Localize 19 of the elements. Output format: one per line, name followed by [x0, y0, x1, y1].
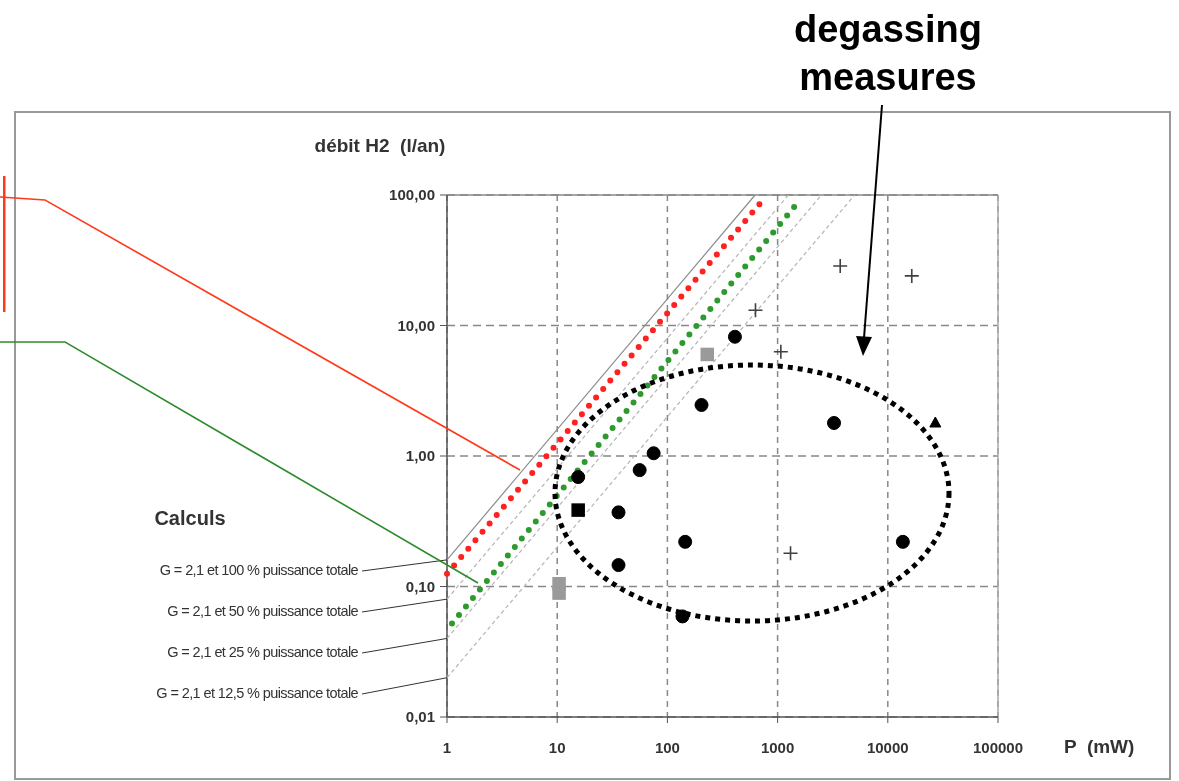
- text: Calculs: [154, 507, 226, 529]
- x-axis-title: P (mW): [1064, 736, 1135, 757]
- text: G = 2,1 et 25 % puissance totale: [167, 644, 359, 660]
- text: G = 2,1 et 12,5 % puissance totale: [156, 685, 359, 701]
- text: G = 2,1 et 100 % puissance totale: [159, 562, 359, 578]
- y-tick-label: 1,00: [405, 447, 435, 465]
- x-tick-label: 100000: [972, 739, 1024, 756]
- y-tick-label: 100,00: [389, 186, 435, 204]
- x-tick-label: 10: [548, 739, 566, 756]
- x-tick-label: 10000: [866, 739, 909, 756]
- text: G = 2,1 et 50 % puissance totale: [167, 603, 359, 619]
- x-tick-label: 1: [442, 739, 452, 756]
- y-axis-title: débit H2 (l/an): [314, 135, 446, 156]
- x-tick-label: 100: [654, 739, 680, 756]
- y-tick-label: 0,10: [405, 577, 435, 595]
- text: degassing measures: [794, 8, 982, 98]
- x-tick-label: 1000: [760, 739, 795, 756]
- y-tick-label: 10,00: [397, 316, 435, 334]
- y-tick-label: 0,01: [405, 708, 435, 726]
